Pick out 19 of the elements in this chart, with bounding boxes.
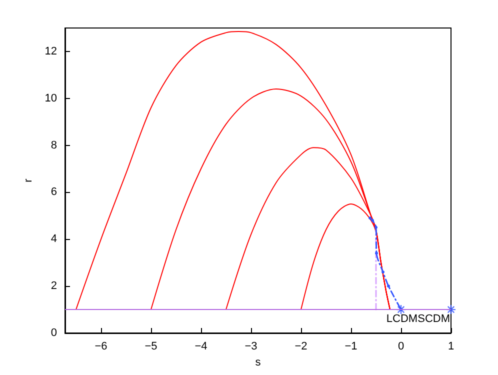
x-tick-label: −3 bbox=[244, 340, 258, 352]
annotation: SCDM bbox=[418, 313, 450, 325]
x-tick-label: −1 bbox=[344, 340, 358, 352]
y-tick-label: 4 bbox=[50, 233, 57, 246]
y-axis-title: r bbox=[22, 178, 34, 182]
x-tick-label: −4 bbox=[194, 340, 208, 352]
y-tick-label: 2 bbox=[50, 280, 57, 292]
annotation: LCDM bbox=[386, 313, 418, 325]
x-tick-label: 1 bbox=[448, 340, 454, 352]
x-tick-label: 0 bbox=[398, 340, 404, 352]
y-tick-label: 12 bbox=[44, 45, 57, 58]
x-tick-label: −2 bbox=[294, 340, 308, 352]
x-axis-title: s bbox=[255, 356, 262, 368]
y-tick-label: 8 bbox=[50, 139, 57, 152]
x-tick-label: −6 bbox=[94, 340, 108, 352]
y-tick-label: 10 bbox=[44, 92, 57, 104]
y-tick-label: 6 bbox=[50, 186, 57, 198]
y-tick-label: 0 bbox=[50, 327, 57, 339]
x-tick-label: −5 bbox=[144, 340, 158, 352]
